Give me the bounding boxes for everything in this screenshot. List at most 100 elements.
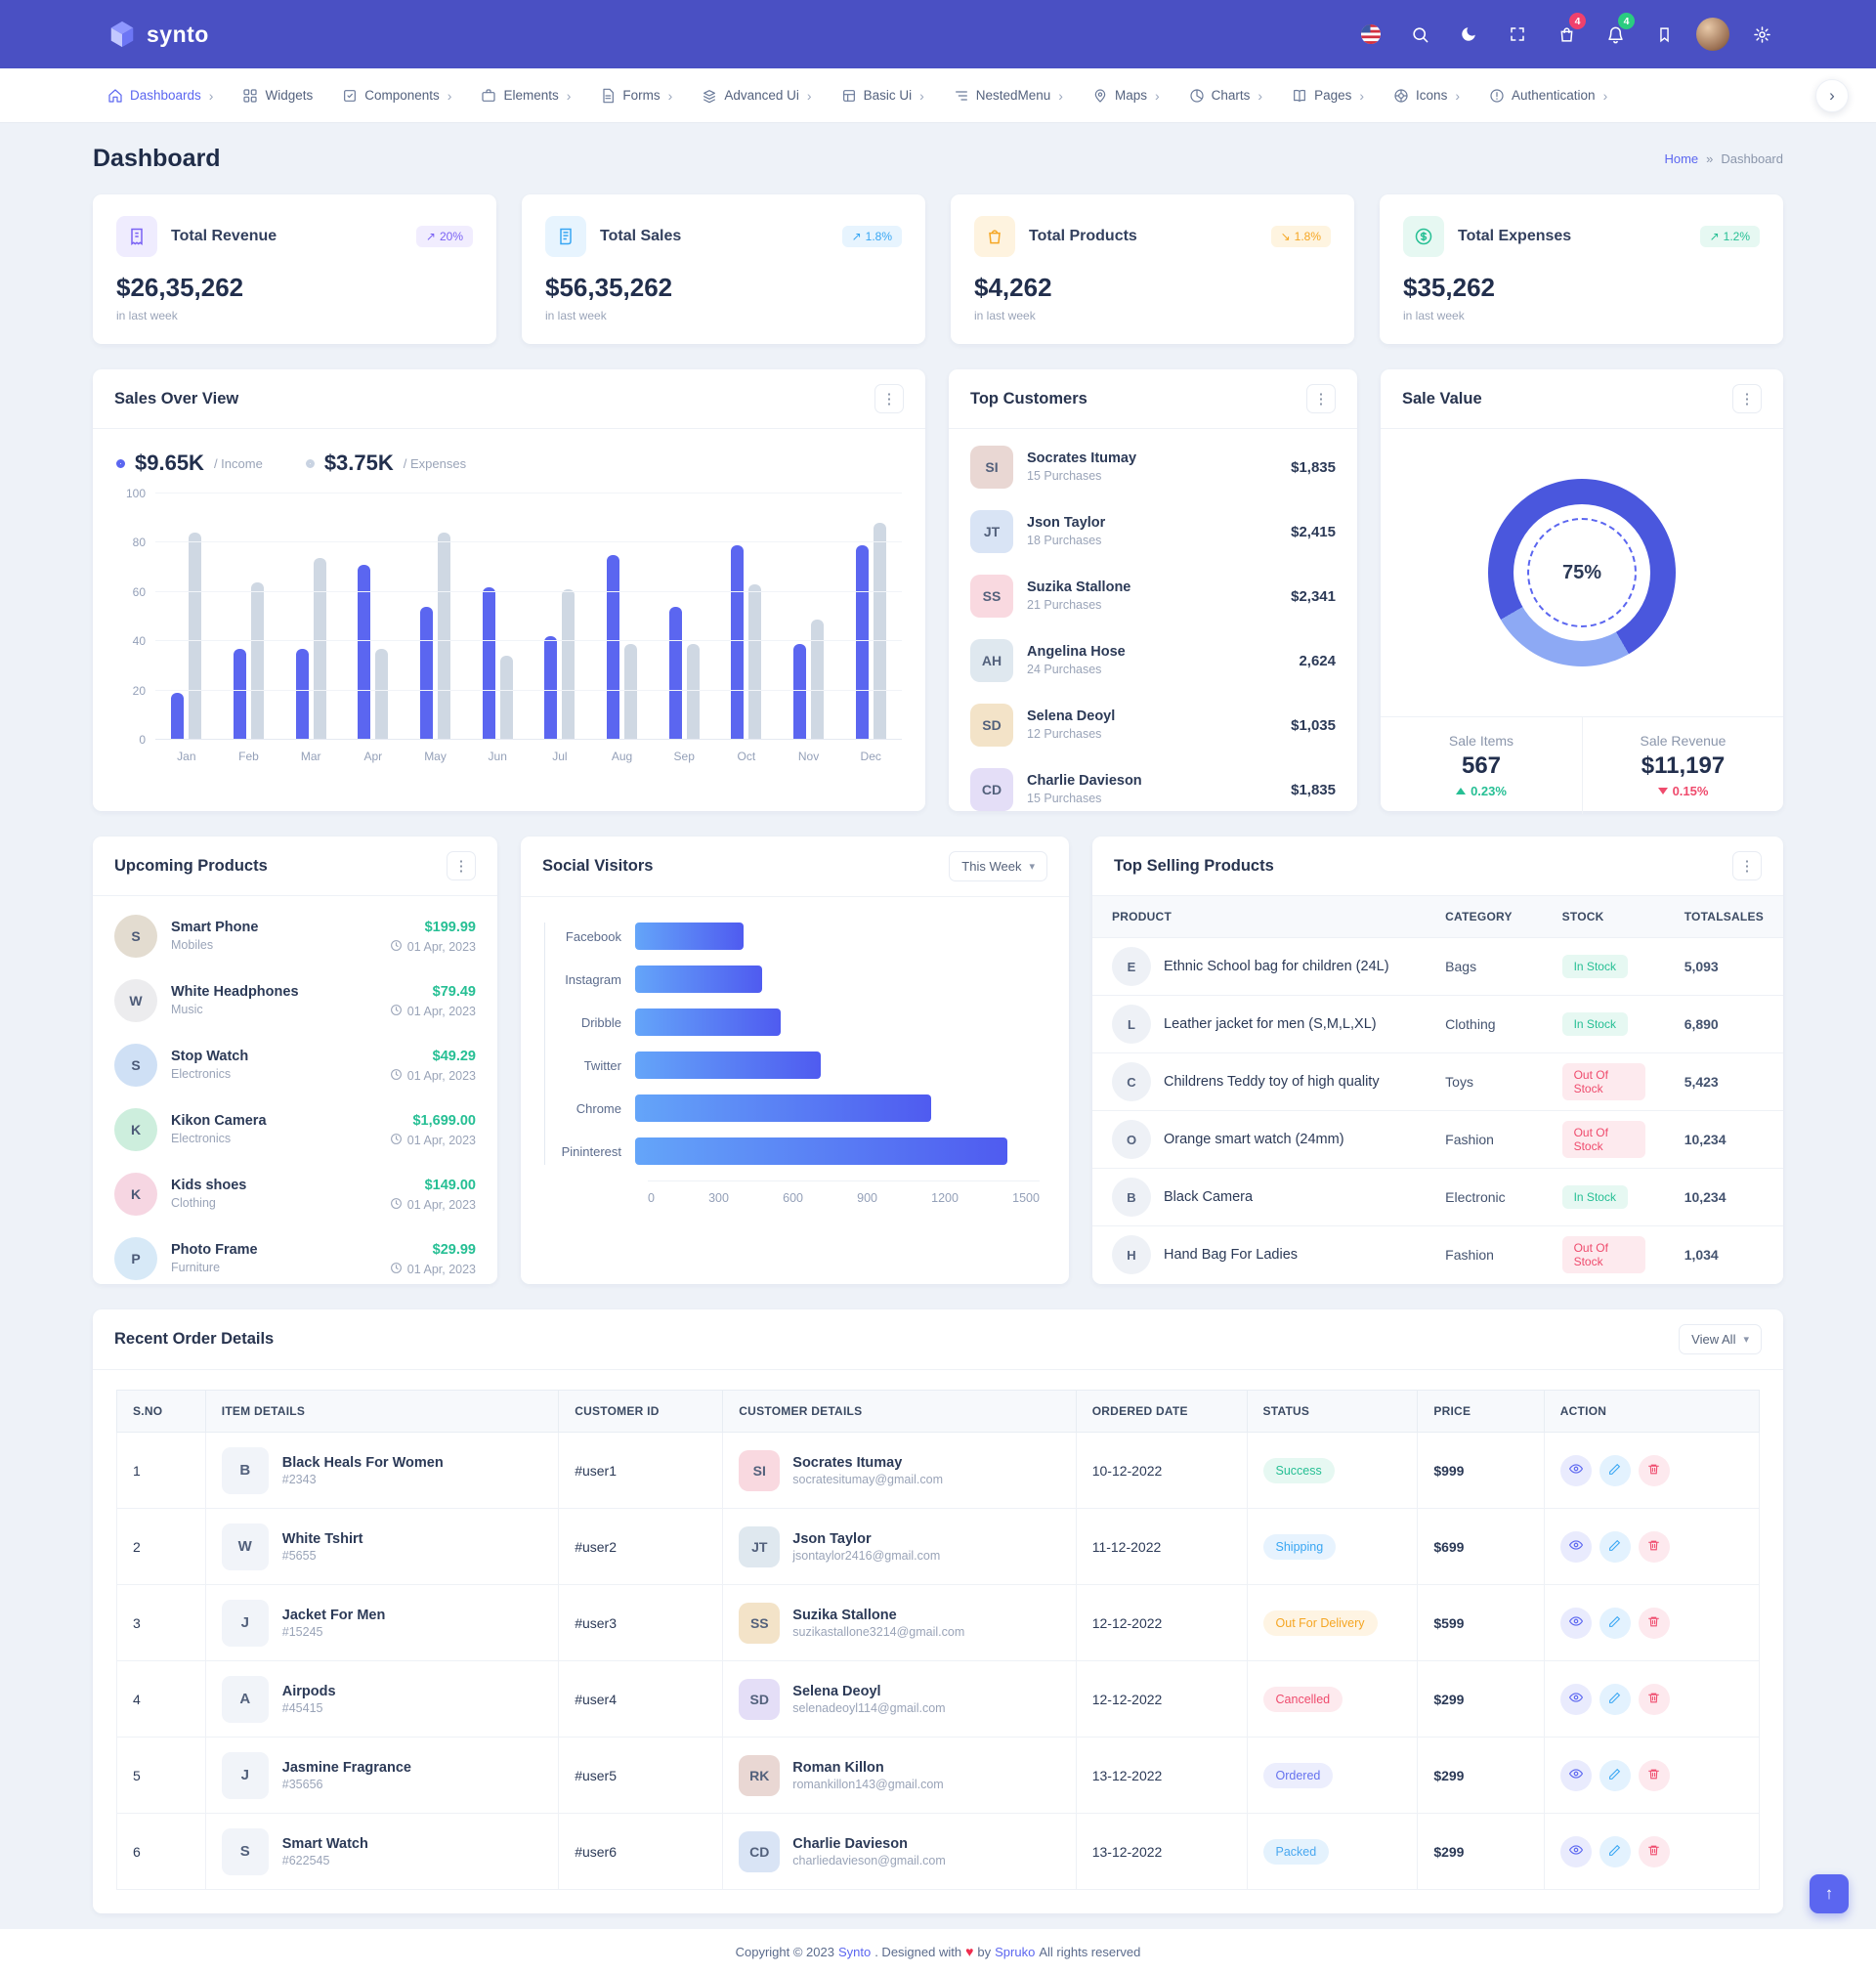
social-label: Facebook bbox=[565, 928, 621, 944]
view-order-button[interactable] bbox=[1559, 1759, 1592, 1791]
avatar: JT bbox=[970, 510, 1013, 553]
edit-order-button[interactable] bbox=[1599, 1530, 1631, 1563]
upcoming-products-menu-button[interactable]: ⋮ bbox=[447, 851, 476, 880]
chevron-right-icon: › bbox=[1602, 87, 1608, 104]
nav-item-authentication[interactable]: Authentication › bbox=[1489, 88, 1607, 104]
expenses-bar bbox=[811, 619, 825, 740]
moon-button[interactable] bbox=[1448, 14, 1489, 55]
bookmark-button[interactable] bbox=[1643, 14, 1684, 55]
flag-button[interactable] bbox=[1350, 14, 1391, 55]
nav-item-nestedmenu[interactable]: NestedMenu › bbox=[954, 88, 1063, 104]
scroll-to-top-button[interactable]: ↑ bbox=[1810, 1874, 1849, 1913]
components-icon bbox=[342, 88, 358, 104]
delete-order-button[interactable] bbox=[1638, 1607, 1670, 1639]
gear-button[interactable] bbox=[1741, 14, 1782, 55]
charts-icon bbox=[1189, 88, 1205, 104]
total-sales: 5,423 bbox=[1664, 1052, 1783, 1111]
total-sales: 1,034 bbox=[1664, 1225, 1783, 1283]
delete-order-button[interactable] bbox=[1638, 1530, 1670, 1563]
edit-order-button[interactable] bbox=[1599, 1835, 1631, 1867]
delete-order-button[interactable] bbox=[1638, 1683, 1670, 1715]
income-bar bbox=[482, 586, 495, 740]
view-order-button[interactable] bbox=[1559, 1530, 1592, 1563]
delete-order-button[interactable] bbox=[1638, 1759, 1670, 1791]
sales-receipt-icon bbox=[545, 216, 586, 257]
customer-name: Socrates Itumay bbox=[792, 1455, 903, 1471]
nav-item-components[interactable]: Components › bbox=[342, 88, 451, 104]
product-name: Kikon Camera bbox=[171, 1113, 267, 1129]
customer-row: SD Selena Deoyl 12 Purchases $1,035 bbox=[949, 693, 1357, 757]
nav-item-elements[interactable]: Elements › bbox=[481, 88, 571, 104]
view-order-button[interactable] bbox=[1559, 1683, 1592, 1715]
clock-icon bbox=[390, 1262, 403, 1277]
trash-icon bbox=[1647, 1768, 1660, 1783]
chevron-right-icon: › bbox=[1258, 87, 1263, 104]
chevron-right-icon: › bbox=[1058, 87, 1063, 104]
edit-order-button[interactable] bbox=[1599, 1454, 1631, 1486]
nav-item-charts[interactable]: Charts › bbox=[1189, 88, 1262, 104]
view-order-button[interactable] bbox=[1559, 1835, 1592, 1867]
breadcrumb-home-link[interactable]: Home bbox=[1664, 151, 1699, 166]
customer-email: suzikastallone3214@gmail.com bbox=[792, 1625, 965, 1639]
menu-scroll-right-button[interactable]: › bbox=[1815, 78, 1849, 112]
view-all-button[interactable]: View All ▾ bbox=[1679, 1324, 1762, 1354]
product-name: Ethnic School bag for children (24L) bbox=[1164, 959, 1389, 974]
chevron-right-icon: › bbox=[566, 87, 572, 104]
view-order-button[interactable] bbox=[1559, 1454, 1592, 1486]
nav-item-maps[interactable]: Maps › bbox=[1092, 88, 1160, 104]
footer-brand-link[interactable]: Synto bbox=[837, 1944, 872, 1959]
stat-title: Total Expenses bbox=[1458, 228, 1572, 244]
avatar: SS bbox=[970, 575, 1013, 618]
month-label: Jan bbox=[177, 750, 196, 763]
edit-order-button[interactable] bbox=[1599, 1607, 1631, 1639]
order-row: 4 A Airpods #45415 #user4 SD Selena Deoyl selen… bbox=[116, 1660, 1761, 1738]
fullscreen-button[interactable] bbox=[1497, 14, 1538, 55]
total-sales: 10,234 bbox=[1664, 1110, 1783, 1169]
product-date: 01 Apr, 2023 bbox=[390, 939, 476, 955]
brand[interactable]: synto bbox=[107, 20, 209, 49]
nav-item-dashboards[interactable]: Dashboards › bbox=[107, 88, 213, 104]
footer-designer-link[interactable]: Spruko bbox=[995, 1944, 1036, 1959]
up-arrow-icon bbox=[1456, 788, 1467, 794]
order-row: 5 J Jasmine Fragrance #35656 #user5 RK Roman K… bbox=[116, 1737, 1761, 1814]
expenses-bar bbox=[748, 584, 762, 740]
nav-item-advanced-ui[interactable]: Advanced Ui › bbox=[702, 88, 812, 104]
bell-button[interactable]: 4 bbox=[1595, 13, 1636, 55]
sales-overview-menu-button[interactable]: ⋮ bbox=[874, 384, 904, 413]
delete-order-button[interactable] bbox=[1638, 1835, 1670, 1867]
table-row: H Hand Bag For Ladies Fashion Out Of Stock 1… bbox=[1092, 1225, 1783, 1283]
income-bar bbox=[295, 648, 309, 740]
profile-button[interactable] bbox=[1692, 14, 1733, 55]
social-visitors-filter-button[interactable]: This Week ▾ bbox=[949, 851, 1047, 881]
nav-item-pages[interactable]: Pages › bbox=[1292, 88, 1364, 104]
nav-item-icons[interactable]: Icons › bbox=[1393, 88, 1460, 104]
top-selling-menu-button[interactable]: ⋮ bbox=[1732, 851, 1762, 880]
table-row: L Leather jacket for men (S,M,L,XL) Clothi… bbox=[1092, 995, 1783, 1053]
product-category: Clothing bbox=[171, 1196, 216, 1210]
customer-name: Selena Deoyl bbox=[792, 1684, 881, 1699]
avatar: CD bbox=[970, 768, 1013, 811]
recent-orders-card: Recent Order Details View All ▾ S.NO ITEM … bbox=[93, 1309, 1783, 1913]
sale-value-menu-button[interactable]: ⋮ bbox=[1732, 384, 1762, 413]
edit-order-button[interactable] bbox=[1599, 1683, 1631, 1715]
expenses-dot-icon bbox=[305, 458, 315, 468]
sales-bar-chart: 100 80 60 40 20 0 bbox=[116, 488, 902, 746]
clock-icon bbox=[390, 1068, 403, 1084]
product-category: Toys bbox=[1426, 1052, 1543, 1111]
month-label: Apr bbox=[363, 750, 383, 763]
social-bar-row-dribble: Dribble bbox=[545, 1008, 1040, 1036]
search-button[interactable] bbox=[1399, 14, 1440, 55]
bar-group-feb bbox=[218, 494, 280, 740]
customer-row: CD Charlie Davieson 15 Purchases $1,835 bbox=[949, 757, 1357, 822]
total-sales: 5,093 bbox=[1664, 937, 1783, 996]
nav-item-forms[interactable]: Forms › bbox=[600, 88, 672, 104]
nav-item-basic-ui[interactable]: Basic Ui › bbox=[841, 88, 924, 104]
expenses-bar bbox=[251, 581, 264, 740]
nav-item-widgets[interactable]: Widgets bbox=[242, 88, 313, 104]
delete-order-button[interactable] bbox=[1638, 1454, 1670, 1486]
view-order-button[interactable] bbox=[1559, 1607, 1592, 1639]
cart-button[interactable]: 4 bbox=[1546, 13, 1587, 55]
trash-icon bbox=[1647, 1463, 1660, 1479]
edit-order-button[interactable] bbox=[1599, 1759, 1631, 1791]
top-customers-menu-button[interactable]: ⋮ bbox=[1306, 384, 1336, 413]
